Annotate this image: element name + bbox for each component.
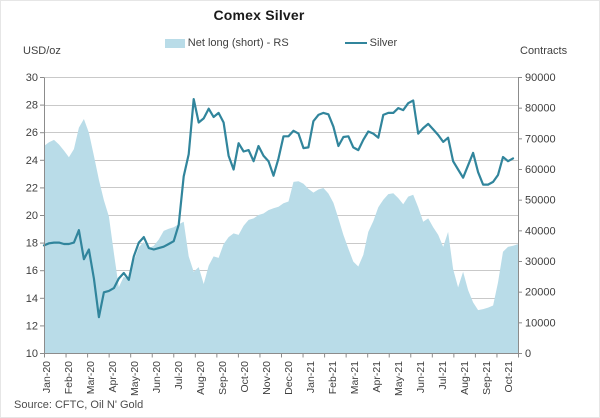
svg-text:20000: 20000	[525, 287, 556, 299]
svg-text:12: 12	[26, 320, 38, 332]
svg-text:Jan-20: Jan-20	[41, 361, 53, 393]
svg-text:10: 10	[26, 348, 38, 360]
svg-text:16: 16	[26, 265, 38, 277]
source-note: Source: CFTC, Oil N' Gold	[14, 399, 144, 411]
left-axis-tick-labels: 30 28 26 24 22 20 18 16 14 12 10	[26, 72, 38, 360]
svg-text:70000: 70000	[525, 133, 556, 145]
svg-text:Jan-21: Jan-21	[305, 361, 317, 393]
svg-text:Apr-20: Apr-20	[107, 361, 119, 393]
svg-text:Dec-20: Dec-20	[283, 361, 295, 395]
svg-text:10000: 10000	[525, 317, 556, 329]
svg-text:40000: 40000	[525, 225, 556, 237]
right-axis-title: Contracts	[520, 45, 568, 57]
svg-text:26: 26	[26, 127, 38, 139]
svg-text:Nov-20: Nov-20	[261, 361, 273, 395]
svg-text:22: 22	[26, 182, 38, 194]
svg-text:Aug-21: Aug-21	[459, 361, 471, 395]
chart-title: Comex Silver	[213, 7, 305, 23]
right-axis-tick-labels: 90000 80000 70000 60000 50000 40000 30000 20000…	[525, 72, 556, 360]
svg-text:Aug-20: Aug-20	[195, 361, 207, 395]
svg-text:28: 28	[26, 100, 38, 112]
svg-text:18: 18	[26, 238, 38, 250]
svg-text:Jun-21: Jun-21	[415, 361, 427, 393]
svg-text:Feb-20: Feb-20	[63, 361, 75, 394]
legend: Net long (short) - RS Silver	[44, 37, 518, 49]
svg-text:24: 24	[26, 155, 38, 167]
svg-text:14: 14	[26, 293, 38, 305]
line-swatch-icon	[344, 42, 367, 44]
legend-item-net-long: Net long (short) - RS	[164, 37, 289, 49]
legend-label-net-long: Net long (short) - RS	[187, 37, 289, 49]
axis-lines	[40, 77, 522, 358]
area-series-net-long	[44, 119, 518, 353]
svg-text:Jun-20: Jun-20	[151, 361, 163, 393]
svg-text:80000: 80000	[525, 103, 556, 115]
svg-text:20: 20	[26, 210, 38, 222]
svg-text:Sep-20: Sep-20	[217, 361, 229, 395]
svg-text:Oct-21: Oct-21	[503, 361, 515, 393]
svg-text:90000: 90000	[525, 72, 556, 84]
svg-text:Oct-20: Oct-20	[239, 361, 251, 393]
svg-text:0: 0	[525, 348, 531, 360]
svg-text:Mar-21: Mar-21	[349, 361, 361, 394]
left-axis-title: USD/oz	[23, 45, 61, 57]
area-swatch-icon	[164, 38, 185, 48]
svg-text:Feb-21: Feb-21	[327, 361, 339, 394]
svg-text:May-21: May-21	[393, 361, 405, 396]
svg-text:50000: 50000	[525, 195, 556, 207]
svg-text:Jul-20: Jul-20	[173, 361, 185, 390]
legend-label-silver: Silver	[369, 37, 398, 49]
x-axis-labels: Jan-20 Feb-20 Mar-20 Apr-20 May-20 Jun-20 Jul-…	[41, 361, 515, 396]
svg-text:May-20: May-20	[129, 361, 141, 396]
line-series-silver	[42, 97, 515, 319]
svg-text:60000: 60000	[525, 164, 556, 176]
svg-text:Jul-21: Jul-21	[437, 361, 449, 390]
svg-text:Apr-21: Apr-21	[371, 361, 383, 393]
svg-text:Sep-21: Sep-21	[481, 361, 493, 395]
svg-text:30000: 30000	[525, 256, 556, 268]
svg-text:Mar-20: Mar-20	[85, 361, 97, 394]
legend-item-silver: Silver	[344, 37, 398, 49]
svg-text:30: 30	[26, 72, 38, 84]
